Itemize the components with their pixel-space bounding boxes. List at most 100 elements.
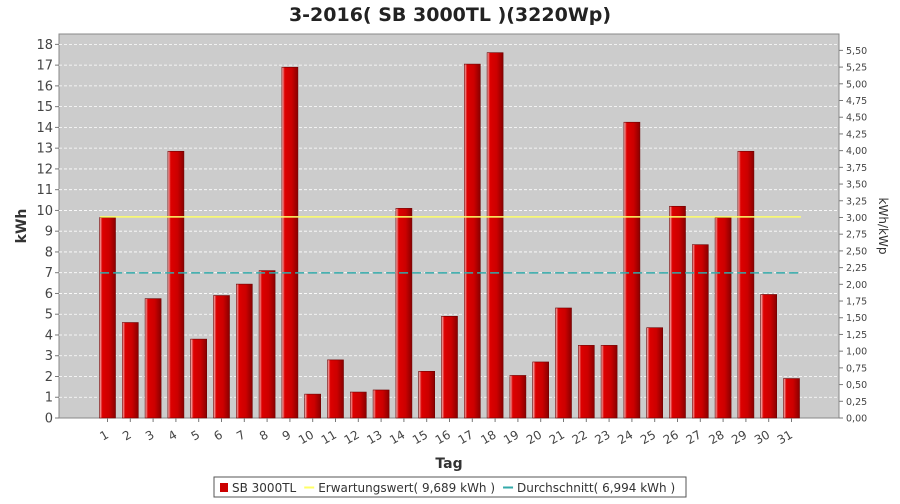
y2-tick-label: 4,75 — [846, 96, 867, 107]
y2-tick-label: 0,25 — [846, 397, 867, 408]
x-tick-label: 4 — [166, 427, 180, 443]
x-tick-label: 23 — [592, 427, 612, 447]
y2-tick-label: 0,00 — [846, 414, 867, 425]
bar-day-17 — [463, 63, 481, 419]
y2-tick-label: 4,00 — [846, 146, 867, 157]
y-tick-label: 0 — [45, 412, 53, 427]
y2-tick-label: 1,75 — [846, 297, 867, 308]
x-tick-label: 21 — [547, 427, 567, 447]
x-tick-label: 14 — [387, 427, 407, 447]
legend-swatch-bar — [220, 483, 228, 492]
x-axis-label: Tag — [435, 456, 462, 472]
x-tick-label: 15 — [410, 427, 430, 447]
bar-day-28 — [714, 217, 732, 419]
x-tick-label: 16 — [433, 427, 453, 447]
bar-day-13 — [372, 389, 390, 419]
y2-tick-label: 2,75 — [846, 230, 867, 241]
y-tick-label: 8 — [45, 245, 53, 260]
y2-tick-label: 0,50 — [846, 380, 867, 391]
bar-day-16 — [441, 315, 458, 419]
bar-day-4 — [167, 150, 185, 419]
x-tick-label: 2 — [120, 427, 134, 443]
legend: SB 3000TL Erwartungswert( 9,689 kWh ) Durc… — [213, 476, 687, 498]
x-tick-label: 27 — [684, 427, 704, 447]
bars — [99, 52, 800, 419]
x-tick-label: 5 — [189, 427, 203, 443]
x-tick-label: 8 — [257, 427, 271, 443]
legend-box — [213, 476, 687, 498]
legend-label-average: Durchschnitt( 6,994 kWh ) — [517, 481, 675, 495]
y2-tick-label: 1,50 — [846, 313, 867, 324]
y2-tick-label: 3,25 — [846, 196, 867, 207]
x-tick-label: 1 — [97, 427, 111, 443]
bar-day-1 — [99, 217, 116, 419]
x-tick-label: 12 — [342, 427, 362, 447]
x-tick-label: 3 — [143, 427, 157, 443]
x-tick-label: 31 — [775, 427, 795, 447]
bar-day-25 — [646, 327, 664, 419]
bar-day-3 — [144, 298, 162, 419]
x-tick-label: 7 — [234, 427, 248, 443]
x-tick-label: 6 — [211, 427, 225, 443]
y-tick-label: 17 — [36, 59, 53, 74]
y2-tick-label: 1,00 — [846, 347, 867, 358]
x-tick-label: 18 — [478, 427, 498, 447]
x-tick-label: 11 — [319, 427, 339, 447]
x-tick-label: 30 — [752, 427, 772, 447]
x-tick-label: 28 — [706, 427, 726, 447]
bar-day-5 — [190, 338, 207, 419]
y-tick-label: 3 — [45, 349, 53, 364]
y2-tick-label: 3,50 — [846, 180, 867, 191]
y2-tick-label: 4,25 — [846, 129, 867, 140]
x-tick-label: 10 — [296, 427, 316, 447]
bar-day-6 — [213, 295, 230, 419]
y2-tick-label: 5,00 — [846, 79, 867, 90]
bar-day-21 — [555, 307, 572, 419]
y2-axis-label: kWh/kWp — [876, 198, 890, 255]
bar-day-26 — [669, 205, 686, 419]
x-tick-label: 19 — [501, 427, 521, 447]
y2-tick-label: 2,50 — [846, 246, 867, 257]
bar-day-12 — [349, 391, 367, 419]
y2-tick-label: 5,25 — [846, 63, 867, 74]
y-tick-label: 2 — [45, 370, 53, 385]
bar-day-20 — [532, 361, 550, 419]
x-axis: 1 2 3 4 5 6 7 8 9 10 11 12 13 14 15 16 17 18 19 20 21 22 23 24 2… — [97, 418, 795, 447]
legend-label-series: SB 3000TL — [232, 481, 297, 495]
x-tick-label: 20 — [524, 427, 544, 447]
bar-day-22 — [577, 345, 595, 419]
bar-day-14 — [395, 208, 413, 419]
x-tick-label: 26 — [661, 427, 681, 447]
x-tick-label: 9 — [280, 427, 294, 443]
bar-day-8 — [258, 270, 276, 419]
y2-tick-label: 2,00 — [846, 280, 867, 291]
x-tick-label: 29 — [729, 427, 749, 447]
y-tick-label: 11 — [36, 183, 53, 198]
y-tick-label: 15 — [36, 100, 53, 115]
y2-axis: 0,00 0,25 0,50 0,75 1,00 1,25 1,50 1,75 2,00 2,25… — [839, 46, 867, 425]
bar-day-7 — [236, 283, 253, 419]
x-tick-label: 13 — [364, 427, 384, 447]
grid-lines — [59, 43, 839, 398]
chart-title: 3-2016( SB 3000TL )(3220Wp) — [289, 4, 611, 26]
bar-day-9 — [281, 66, 299, 419]
bar-day-23 — [600, 345, 618, 419]
x-tick-label: 24 — [615, 427, 635, 447]
y-tick-label: 6 — [45, 287, 53, 302]
y-tick-label: 12 — [36, 162, 53, 177]
reference-lines — [100, 216, 801, 274]
y-tick-label: 7 — [45, 266, 53, 281]
y-tick-label: 13 — [36, 142, 53, 157]
y2-tick-label: 1,25 — [846, 330, 867, 341]
y-tick-label: 4 — [45, 328, 53, 343]
legend-label-expectation: Erwartungswert( 9,689 kWh ) — [318, 481, 495, 495]
y-tick-label: 14 — [36, 121, 53, 136]
y2-tick-label: 5,50 — [846, 46, 867, 57]
y-tick-label: 16 — [36, 79, 53, 94]
bar-day-19 — [509, 375, 527, 419]
y-tick-label: 10 — [36, 204, 53, 219]
y2-tick-label: 3,75 — [846, 163, 867, 174]
bar-day-15 — [418, 370, 436, 419]
